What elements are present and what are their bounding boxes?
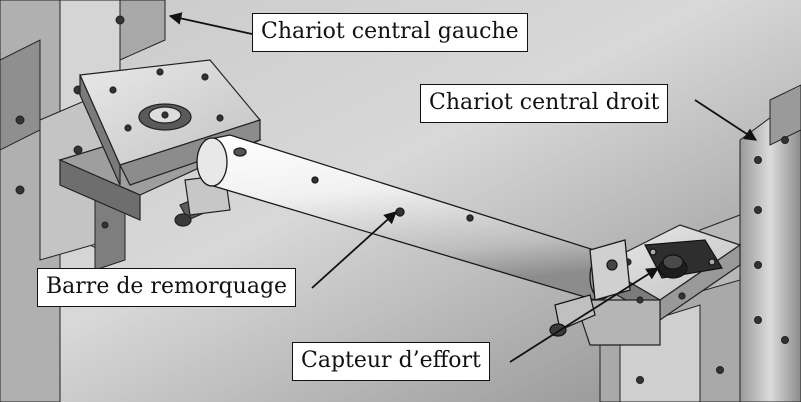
arrow-barre [311,211,397,289]
label-barre-de-remorquage: Barre de remorquage [37,268,297,307]
label-capteur-effort: Capteur d’effort [292,342,490,381]
arrow-chariot-droit [694,99,758,141]
force-sensor [549,239,723,337]
leader-arrows [168,12,758,363]
towing-bar [196,134,631,301]
label-chariot-central-droit: Chariot central droit [420,84,669,123]
arrow-chariot-gauche [168,12,253,35]
label-chariot-central-gauche: Chariot central gauche [252,13,528,52]
left-carriage [58,59,262,227]
arrow-capteur [509,267,660,363]
